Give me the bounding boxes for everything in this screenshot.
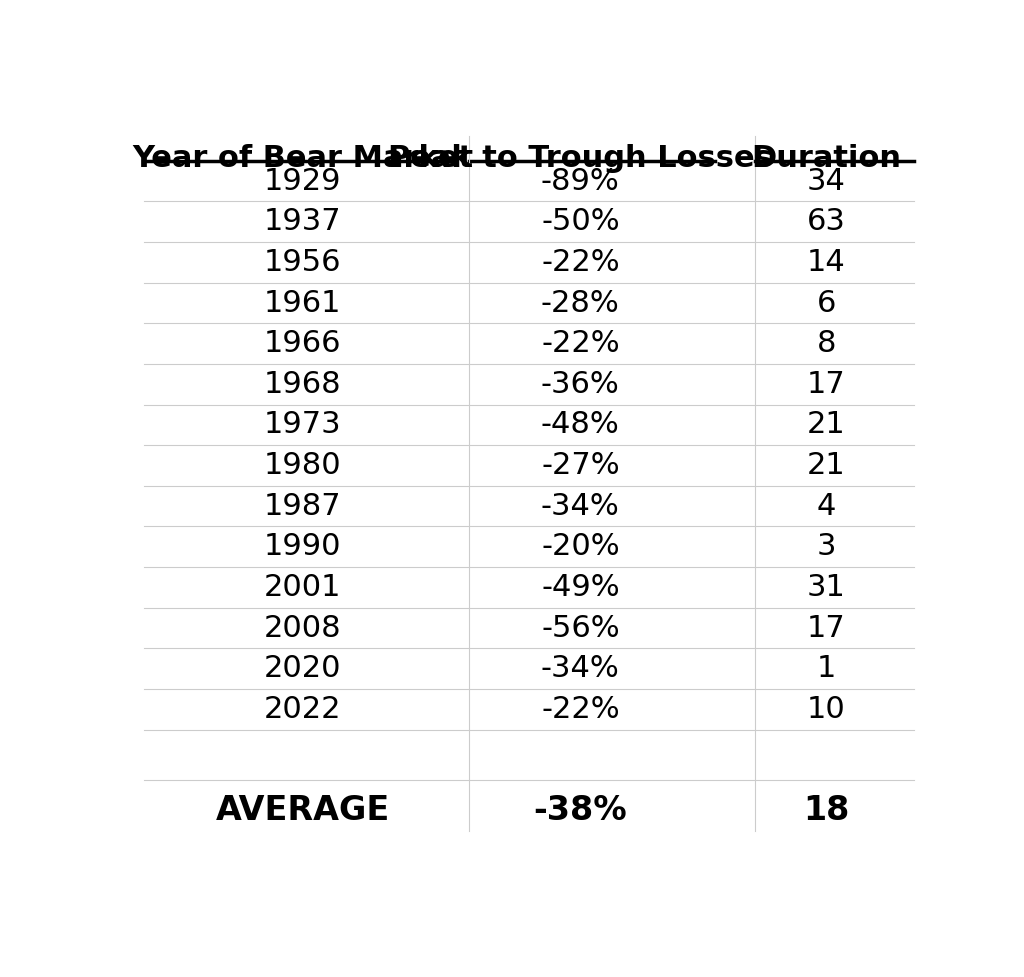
Text: Year of Bear Market: Year of Bear Market	[132, 144, 473, 173]
Text: Peak to Trough Losses: Peak to Trough Losses	[388, 144, 773, 173]
Text: 3: 3	[816, 532, 837, 562]
Text: 2008: 2008	[264, 614, 341, 643]
Text: 1966: 1966	[264, 329, 341, 359]
Text: 2020: 2020	[264, 655, 341, 683]
Text: 34: 34	[807, 167, 846, 195]
Text: 21: 21	[807, 410, 846, 440]
Text: 1968: 1968	[264, 370, 341, 399]
Text: 1973: 1973	[264, 410, 341, 440]
Text: -56%: -56%	[541, 614, 620, 643]
Text: 1937: 1937	[264, 207, 341, 236]
Text: -34%: -34%	[541, 491, 620, 521]
Text: -48%: -48%	[541, 410, 620, 440]
Text: 17: 17	[807, 370, 846, 399]
Text: -22%: -22%	[541, 329, 620, 359]
Text: 18: 18	[803, 794, 850, 828]
Text: -50%: -50%	[541, 207, 620, 236]
Text: 31: 31	[807, 573, 846, 602]
Text: Duration: Duration	[752, 144, 901, 173]
Text: 2022: 2022	[264, 695, 341, 724]
Text: -38%: -38%	[534, 794, 627, 828]
Text: -27%: -27%	[541, 451, 620, 480]
Text: 6: 6	[817, 288, 836, 318]
Text: -34%: -34%	[541, 655, 620, 683]
Text: 1987: 1987	[264, 491, 341, 521]
Text: -49%: -49%	[541, 573, 620, 602]
Text: -36%: -36%	[541, 370, 620, 399]
Text: 1956: 1956	[264, 248, 341, 276]
Text: 8: 8	[816, 329, 837, 359]
Text: -22%: -22%	[541, 695, 620, 724]
Text: AVERAGE: AVERAGE	[215, 794, 390, 828]
Text: 1961: 1961	[264, 288, 341, 318]
Text: 10: 10	[807, 695, 846, 724]
Text: -22%: -22%	[541, 248, 620, 276]
Text: 1990: 1990	[264, 532, 341, 562]
Text: -28%: -28%	[541, 288, 620, 318]
Text: 21: 21	[807, 451, 846, 480]
Text: 14: 14	[807, 248, 846, 276]
Text: 1: 1	[817, 655, 836, 683]
Text: -20%: -20%	[541, 532, 620, 562]
Text: -89%: -89%	[541, 167, 620, 195]
Text: 1929: 1929	[264, 167, 341, 195]
Text: 17: 17	[807, 614, 846, 643]
Text: 4: 4	[817, 491, 836, 521]
Text: 2001: 2001	[264, 573, 341, 602]
Text: 63: 63	[807, 207, 846, 236]
Text: 1980: 1980	[264, 451, 341, 480]
